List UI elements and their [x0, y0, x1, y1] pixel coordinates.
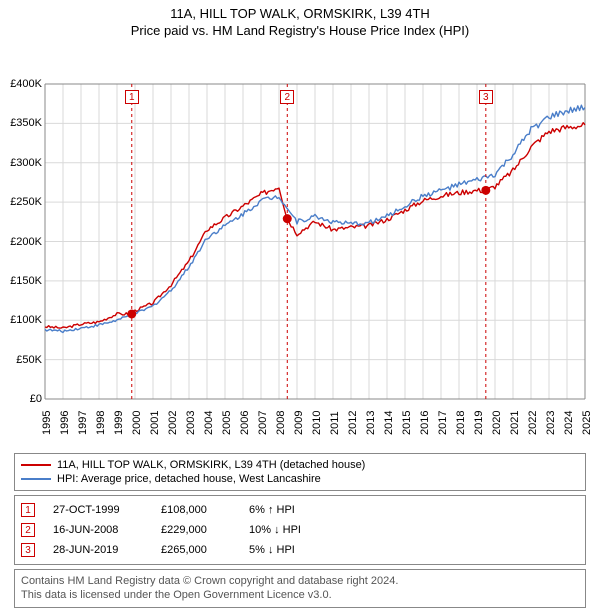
x-axis-label: 2018: [455, 411, 467, 435]
x-axis-label: 2000: [131, 411, 143, 435]
x-axis-label: 2014: [383, 411, 395, 435]
y-axis-label: £50K: [4, 354, 42, 366]
x-axis-label: 2005: [221, 411, 233, 435]
y-axis-label: £400K: [4, 78, 42, 90]
x-axis-label: 2015: [401, 411, 413, 435]
license-note: Contains HM Land Registry data © Crown c…: [14, 569, 586, 608]
x-axis-label: 2003: [185, 411, 197, 435]
events-table: 1 27-OCT-1999 £108,000 6% ↑ HPI 2 16-JUN-2008…: [14, 495, 586, 565]
event-badge: 2: [21, 523, 35, 537]
x-axis-label: 2022: [527, 411, 539, 435]
x-axis-label: 2020: [491, 411, 503, 435]
x-axis-label: 2006: [239, 411, 251, 435]
y-axis-label: £250K: [4, 196, 42, 208]
license-line: Contains HM Land Registry data © Crown c…: [21, 574, 579, 588]
event-delta: 6% ↑ HPI: [249, 504, 339, 516]
event-badge: 3: [21, 543, 35, 557]
x-axis-label: 2011: [329, 411, 341, 435]
x-axis-label: 2021: [509, 411, 521, 435]
x-axis-label: 1995: [41, 411, 53, 435]
event-price: £108,000: [161, 504, 231, 516]
y-axis-label: £200K: [4, 236, 42, 248]
event-badge: 2: [280, 90, 294, 104]
legend-swatch: [21, 478, 51, 480]
chart-svg: [0, 38, 600, 405]
legend-item: 11A, HILL TOP WALK, ORMSKIRK, L39 4TH (d…: [21, 458, 579, 472]
chart-title: 11A, HILL TOP WALK, ORMSKIRK, L39 4TH: [0, 6, 600, 21]
x-axis-label: 2025: [581, 411, 593, 435]
legend-label: HPI: Average price, detached house, West…: [57, 473, 321, 485]
x-axis-label: 1996: [59, 411, 71, 435]
x-axis-label: 2019: [473, 411, 485, 435]
event-badge: 1: [125, 90, 139, 104]
license-line: This data is licensed under the Open Gov…: [21, 588, 579, 602]
legend-item: HPI: Average price, detached house, West…: [21, 472, 579, 486]
y-axis-label: £300K: [4, 157, 42, 169]
y-axis-label: £100K: [4, 314, 42, 326]
x-axis-label: 2002: [167, 411, 179, 435]
y-axis-label: £150K: [4, 275, 42, 287]
chart-area: £0 £50K £100K £150K £200K £250K £300K £350K £400…: [0, 38, 600, 447]
event-row: 3 28-JUN-2019 £265,000 5% ↓ HPI: [21, 540, 579, 560]
event-marker: [481, 186, 490, 195]
x-axis-label: 2017: [437, 411, 449, 435]
event-date: 28-JUN-2019: [53, 544, 143, 556]
x-axis-label: 2012: [347, 411, 359, 435]
x-axis-label: 1997: [77, 411, 89, 435]
event-delta: 10% ↓ HPI: [249, 524, 339, 536]
event-price: £229,000: [161, 524, 231, 536]
x-axis-label: 2024: [563, 411, 575, 435]
y-axis-label: £350K: [4, 117, 42, 129]
chart-subtitle: Price paid vs. HM Land Registry's House …: [0, 23, 600, 38]
x-axis-label: 2016: [419, 411, 431, 435]
x-axis-label: 2009: [293, 411, 305, 435]
event-row: 1 27-OCT-1999 £108,000 6% ↑ HPI: [21, 500, 579, 520]
x-axis-label: 2023: [545, 411, 557, 435]
x-axis-label: 2004: [203, 411, 215, 435]
event-row: 2 16-JUN-2008 £229,000 10% ↓ HPI: [21, 520, 579, 540]
event-badge: 1: [21, 503, 35, 517]
legend-label: 11A, HILL TOP WALK, ORMSKIRK, L39 4TH (d…: [57, 459, 365, 471]
event-badge: 3: [479, 90, 493, 104]
x-axis-label: 2013: [365, 411, 377, 435]
event-price: £265,000: [161, 544, 231, 556]
x-axis-label: 2007: [257, 411, 269, 435]
event-date: 16-JUN-2008: [53, 524, 143, 536]
y-axis-label: £0: [4, 393, 42, 405]
x-axis-label: 1999: [113, 411, 125, 435]
legend-swatch: [21, 464, 51, 466]
chart-title-block: 11A, HILL TOP WALK, ORMSKIRK, L39 4TH Pr…: [0, 0, 600, 38]
event-delta: 5% ↓ HPI: [249, 544, 339, 556]
x-axis-label: 1998: [95, 411, 107, 435]
x-axis-label: 2010: [311, 411, 323, 435]
x-axis-label: 2001: [149, 411, 161, 435]
event-marker: [283, 214, 292, 223]
event-date: 27-OCT-1999: [53, 504, 143, 516]
event-marker: [127, 309, 136, 318]
legend: 11A, HILL TOP WALK, ORMSKIRK, L39 4TH (d…: [14, 453, 586, 491]
x-axis-label: 2008: [275, 411, 287, 435]
